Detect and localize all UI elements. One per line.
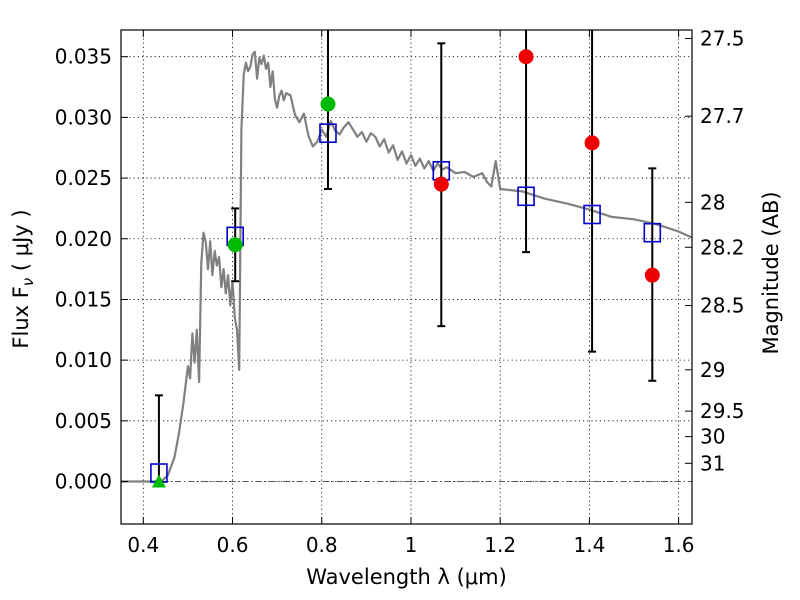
observed-flux-point-red (518, 49, 534, 65)
model-flux-box (583, 204, 601, 225)
x-tick-label: 0.8 (306, 533, 338, 557)
y-tick-label: 0.010 (55, 348, 112, 372)
y-tick-label: 0.015 (55, 287, 112, 311)
x-tick-label: 1.2 (484, 533, 516, 557)
observed-flux-point-green (320, 96, 336, 112)
y-axis-label-subscript: ν (19, 278, 37, 286)
y-tick-label: 0.035 (55, 45, 112, 69)
model-flux-box (319, 123, 337, 143)
right-tick-label: 27.7 (700, 104, 745, 128)
right-tick-label: 28.5 (700, 294, 745, 318)
right-tick-label: 29 (700, 358, 725, 382)
right-tick-label: 27.5 (700, 26, 745, 50)
plot-frame (120, 29, 693, 525)
observed-flux-triangle (151, 474, 166, 488)
right-tick-label: 31 (700, 451, 725, 475)
axis-ticks: 0.4 0.6 0.8 1 1.2 1.4 1.6 0.000 0.005 0.010 0.015 0… (55, 26, 745, 557)
right-tick-label: 30 (700, 425, 725, 449)
model-sed-curve (121, 50, 693, 483)
right-tick-label: 28 (700, 190, 725, 214)
y-axis-label-main: Flux F (9, 286, 33, 348)
x-tick-label: 1.4 (573, 533, 605, 557)
grid-lines (121, 30, 692, 524)
observed-flux-markers (151, 49, 660, 488)
y-tick-label: 0.005 (55, 409, 112, 433)
model-flux-box (643, 222, 662, 243)
right-axis-label: Magnitude (AB) (759, 191, 783, 354)
y-tick-label: 0.000 (55, 470, 112, 494)
x-tick-label: 0.6 (217, 533, 249, 557)
right-tick-label: 29.5 (700, 399, 745, 423)
x-axis-label: Wavelength λ (μm) (306, 565, 507, 589)
y-tick-label: 0.030 (55, 105, 112, 129)
error-bars (154, 30, 657, 483)
observed-flux-point-red (584, 135, 600, 151)
observed-flux-point-red (644, 267, 660, 283)
model-flux-markers (150, 123, 662, 483)
x-tick-label: 0.4 (127, 533, 159, 557)
x-tick-label: 1 (405, 533, 418, 557)
observed-flux-point-green (227, 237, 243, 253)
observed-flux-point-red (433, 176, 449, 192)
y-axis-label-unit: ( μJy ) (9, 209, 33, 277)
y-tick-label: 0.025 (55, 166, 112, 190)
right-tick-label: 28.2 (700, 235, 745, 259)
model-flux-box (517, 186, 535, 207)
y-tick-label: 0.020 (55, 227, 112, 251)
x-tick-label: 1.6 (663, 533, 695, 557)
y-axis-label: Flux Fν ( μJy ) (9, 209, 37, 348)
